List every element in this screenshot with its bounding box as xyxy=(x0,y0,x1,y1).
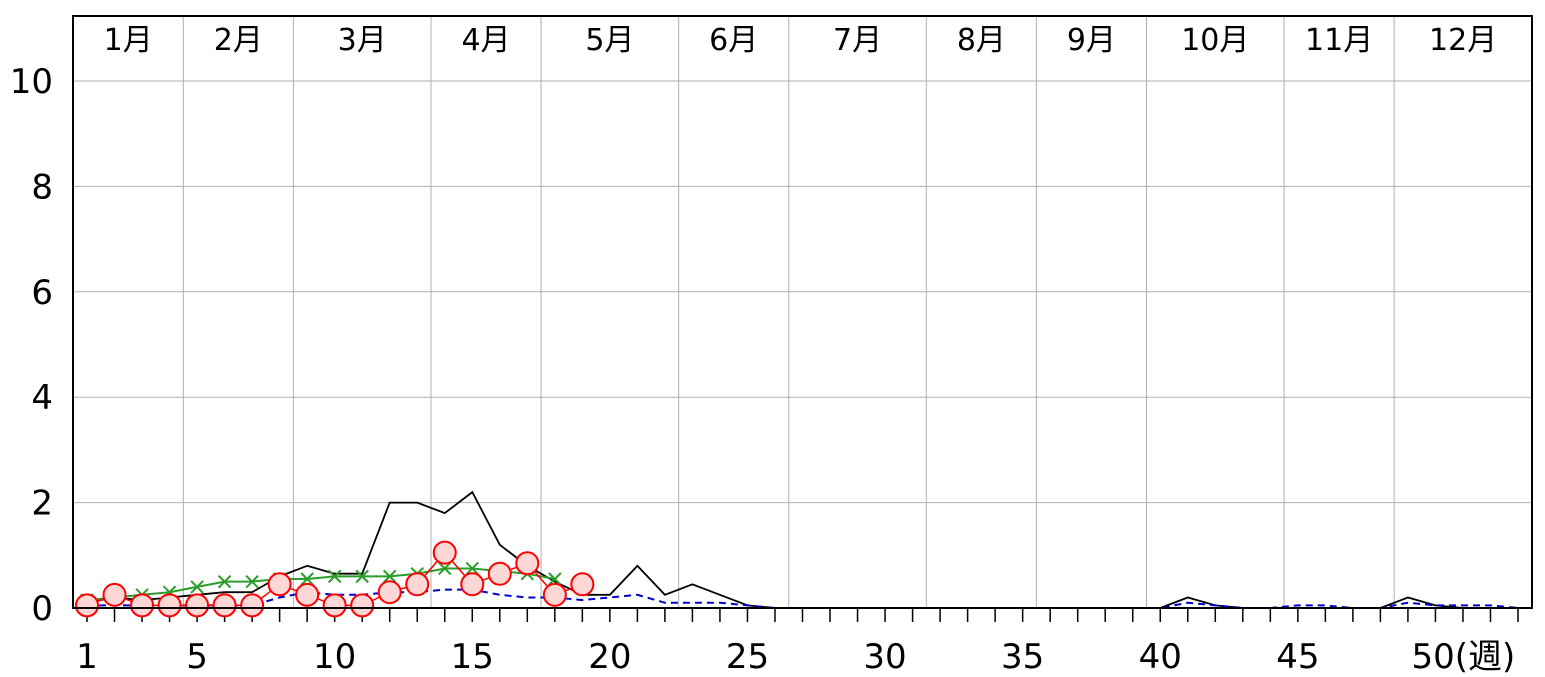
month-label: 10月 xyxy=(1181,23,1249,58)
series-point-green-x xyxy=(465,561,479,576)
series-point-green-x xyxy=(327,569,342,584)
series-line-green xyxy=(86,567,555,602)
x-marker-stroke xyxy=(465,561,479,576)
series-point-red-circle xyxy=(102,582,127,607)
x-tick-label: 15 xyxy=(451,637,494,677)
y-tick-label: 0 xyxy=(31,589,53,629)
series-point-red-circle xyxy=(212,593,237,618)
x-marker-stroke xyxy=(327,569,342,584)
series-point-green-x xyxy=(300,572,314,586)
series-point-red-circle xyxy=(350,593,375,618)
y-tick-label: 8 xyxy=(31,167,53,207)
y-tick-label: 6 xyxy=(31,273,53,313)
x-tick-label: 20 xyxy=(588,637,631,677)
month-labels: 1月 2月 3月 4月 5月 6月 7月 8月 9月 10月 11月 12月 xyxy=(104,23,1498,58)
series-point-red-circle xyxy=(240,593,265,618)
x-tick-label: 40 xyxy=(1139,637,1182,677)
series-point-red-circle xyxy=(267,572,292,597)
plot-background xyxy=(73,16,1532,608)
month-label: 3月 xyxy=(338,23,387,58)
series-point-red-circle xyxy=(130,593,155,618)
series-line-blue-dashed xyxy=(87,588,1519,609)
x-tick-label: 50(週) xyxy=(1411,637,1515,677)
x-tick-label: 10 xyxy=(313,637,356,677)
x-axis: 1 5 10 15 20 25 30 35 40 45 50(週) xyxy=(76,608,1519,677)
x-tick-label: 45 xyxy=(1276,637,1319,677)
month-label: 12月 xyxy=(1429,23,1497,58)
month-label: 8月 xyxy=(957,23,1006,58)
grid xyxy=(73,16,1532,608)
x-marker-stroke xyxy=(383,569,397,584)
month-label: 1月 xyxy=(104,23,153,58)
series-point-red-circle xyxy=(570,572,595,597)
series-point-red-circle xyxy=(75,593,99,618)
series-layer xyxy=(73,490,1532,618)
x-marker-stroke xyxy=(217,574,232,589)
x-tick-label: 5 xyxy=(186,637,208,677)
series-point-red-circle xyxy=(405,572,430,597)
series-point-red-circle xyxy=(460,572,485,597)
month-label: 6月 xyxy=(709,23,758,58)
month-label: 4月 xyxy=(461,23,510,58)
series-point-green-x xyxy=(438,561,452,576)
series-point-green-x xyxy=(245,574,259,589)
month-label: 2月 xyxy=(214,23,263,58)
x-tick-label: 30 xyxy=(863,637,906,677)
x-tick-label: 25 xyxy=(726,637,769,677)
series-point-green-x xyxy=(355,569,369,584)
series-point-red-circle xyxy=(157,593,182,618)
x-tick-label: 1 xyxy=(76,637,98,677)
series-point-green-x xyxy=(548,572,562,586)
y-tick-label: 10 xyxy=(10,62,53,102)
y-tick-label: 4 xyxy=(31,378,53,418)
series-point-red-circle xyxy=(322,593,347,618)
x-marker-stroke xyxy=(438,561,452,576)
series-point-green-x xyxy=(190,580,204,594)
series-point-red-circle xyxy=(515,551,540,576)
month-label: 11月 xyxy=(1305,23,1373,58)
month-label: 7月 xyxy=(833,23,882,58)
month-label: 5月 xyxy=(585,23,634,58)
series-point-red-circle xyxy=(487,561,512,586)
month-label: 9月 xyxy=(1067,23,1116,58)
y-tick-label: 2 xyxy=(31,484,53,524)
series-point-red-circle xyxy=(542,582,567,607)
y-axis: 0 2 4 6 8 10 xyxy=(10,62,53,629)
series-point-green-x xyxy=(383,569,397,584)
series-point-red-circle xyxy=(432,540,457,565)
x-tick-label: 35 xyxy=(1001,637,1044,677)
series-point-red-circle xyxy=(185,593,210,618)
x-marker-stroke xyxy=(190,580,204,594)
x-marker-stroke xyxy=(548,572,562,586)
plot-frame xyxy=(72,15,1533,609)
x-marker-stroke xyxy=(300,572,314,586)
series-point-red-circle xyxy=(295,582,320,607)
x-marker-stroke xyxy=(355,569,369,584)
series-point-green-x xyxy=(217,574,232,589)
series-point-red-circle xyxy=(377,580,402,605)
x-marker-stroke xyxy=(245,574,259,589)
